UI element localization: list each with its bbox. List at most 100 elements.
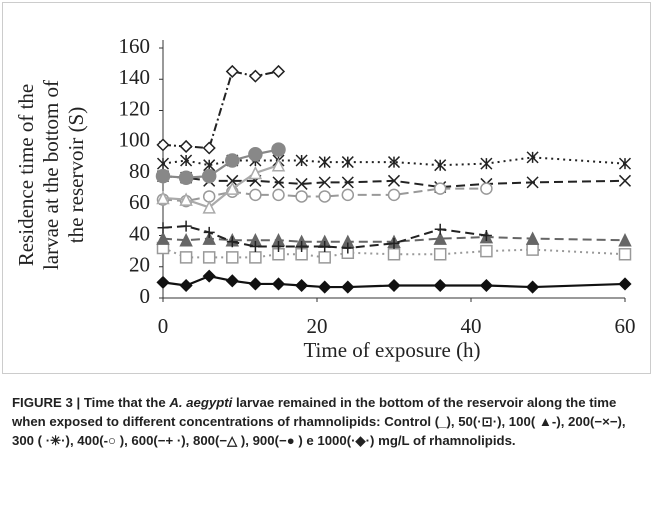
marker — [226, 174, 239, 187]
marker — [155, 168, 171, 184]
series-line — [162, 236, 626, 243]
series-line — [162, 247, 626, 259]
marker — [226, 251, 239, 264]
marker — [526, 176, 539, 189]
marker — [525, 231, 540, 245]
marker — [318, 190, 331, 203]
marker — [480, 157, 493, 170]
y-tick-label: 140 — [119, 65, 151, 89]
x-axis-label: Time of exposure (h) — [303, 338, 480, 362]
marker — [318, 176, 331, 189]
marker — [273, 240, 284, 252]
marker — [618, 233, 632, 247]
marker — [295, 190, 308, 203]
marker — [318, 156, 331, 169]
marker — [342, 242, 354, 254]
marker — [434, 159, 447, 172]
marker — [249, 188, 262, 202]
chart: Time of exposure (h) Residence time of t… — [14, 34, 636, 362]
marker — [180, 154, 193, 167]
y-tick-label: 20 — [129, 253, 150, 277]
marker — [618, 248, 632, 261]
marker — [341, 156, 354, 169]
marker — [271, 277, 286, 291]
marker — [433, 182, 447, 195]
marker — [156, 138, 170, 152]
marker — [203, 159, 216, 172]
marker — [157, 222, 169, 234]
x-tick-label: 40 — [461, 314, 482, 338]
y-axis-label: Residence time of the — [14, 84, 38, 267]
x-tick-label: 20 — [307, 314, 328, 338]
marker — [272, 176, 285, 189]
marker — [156, 157, 170, 170]
y-tick-label: 80 — [129, 159, 150, 183]
marker — [296, 240, 308, 252]
marker — [479, 278, 493, 293]
marker — [179, 251, 193, 264]
y-axis-label: the reservoir (S) — [64, 107, 88, 243]
marker — [272, 248, 285, 261]
marker — [248, 69, 262, 83]
marker — [433, 248, 447, 261]
y-tick-label: 60 — [129, 190, 150, 214]
marker — [295, 177, 308, 190]
marker — [248, 147, 263, 162]
marker — [248, 277, 262, 291]
marker — [618, 157, 632, 170]
marker — [202, 251, 216, 264]
marker — [318, 251, 331, 264]
marker — [480, 244, 493, 258]
marker — [618, 277, 632, 291]
marker — [319, 240, 331, 252]
marker — [179, 233, 193, 247]
caption: FIGURE 3 | Time that the A. aegypti larv… — [12, 393, 642, 450]
marker — [272, 188, 285, 202]
marker — [434, 223, 446, 235]
marker — [203, 226, 215, 238]
marker — [526, 151, 539, 164]
y-tick-label: 120 — [119, 96, 151, 120]
caption-prefix: FIGURE 3 | Time that the — [12, 395, 170, 410]
marker — [249, 251, 262, 264]
x-tick-label: 0 — [158, 314, 169, 338]
marker — [202, 269, 216, 283]
marker — [618, 174, 632, 187]
marker — [178, 170, 194, 185]
marker — [387, 188, 401, 202]
marker — [156, 190, 170, 205]
series-line — [162, 225, 487, 250]
marker — [480, 230, 492, 241]
marker — [202, 200, 216, 214]
marker — [387, 248, 401, 261]
marker — [295, 278, 309, 293]
caption-italic: A. aegypti — [169, 395, 233, 410]
marker — [387, 278, 401, 293]
marker — [318, 280, 332, 294]
caption-suffix: larvae remained in the bottom of the res… — [12, 395, 626, 448]
marker — [248, 165, 263, 180]
marker — [225, 181, 240, 195]
marker — [387, 174, 401, 187]
y-tick-label: 0 — [140, 284, 151, 308]
marker — [156, 275, 170, 289]
y-axis-label: larvae at the bottom of — [39, 80, 63, 270]
marker — [180, 220, 192, 232]
marker — [433, 231, 447, 245]
marker — [156, 231, 170, 245]
marker — [387, 156, 401, 169]
marker — [179, 278, 193, 293]
marker — [202, 231, 216, 245]
marker — [225, 64, 239, 78]
marker — [526, 243, 539, 256]
series-line — [162, 70, 279, 150]
marker — [202, 141, 216, 155]
marker — [480, 182, 493, 195]
marker — [341, 280, 355, 294]
series-line — [162, 164, 279, 209]
marker — [295, 154, 308, 167]
marker — [388, 237, 400, 249]
marker — [201, 168, 217, 184]
x-tick-label: 60 — [615, 314, 636, 338]
